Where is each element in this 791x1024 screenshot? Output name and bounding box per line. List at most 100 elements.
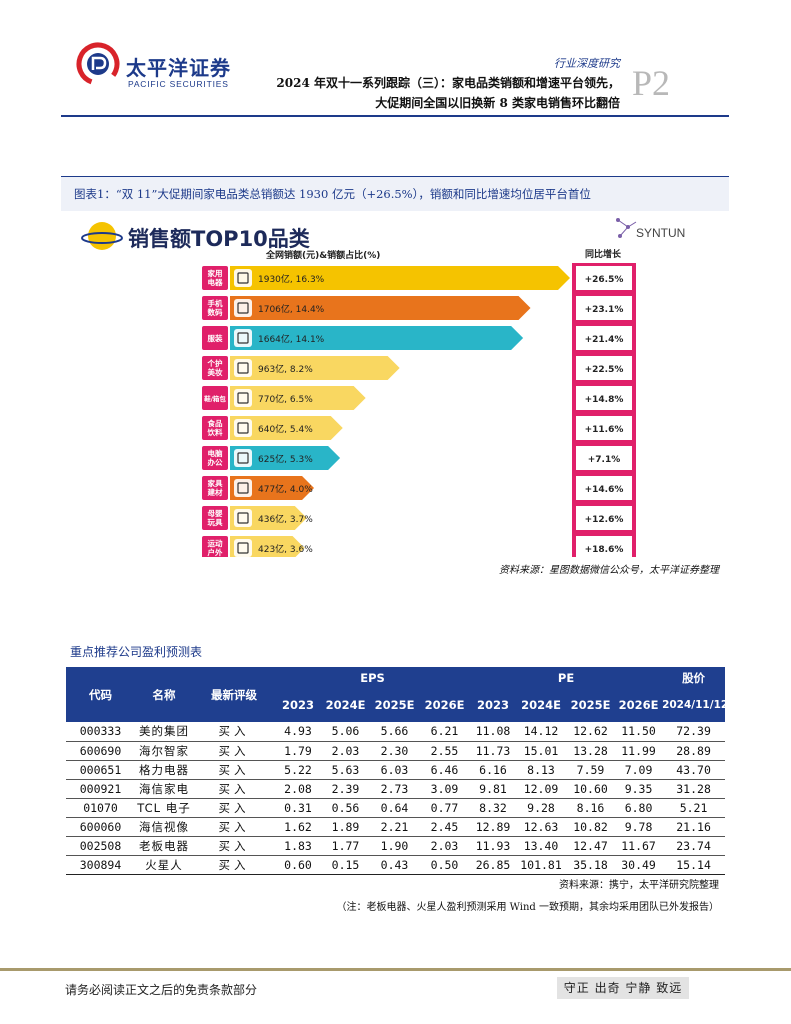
cell-eps: 2.03	[419, 836, 471, 856]
cell-name: 老板电器	[135, 836, 193, 856]
growth-cell	[576, 476, 632, 500]
cell-eps: 2.45	[419, 817, 471, 837]
table-row: 002508 老板电器 买入 1.83 1.77 1.90 2.03 11.93 13.40 12…	[66, 836, 726, 856]
category-label-box	[202, 266, 228, 290]
category-label-box	[202, 416, 228, 440]
growth-value: +23.1%	[585, 305, 624, 315]
cell-eps: 1.90	[370, 836, 419, 856]
category-label: 母婴	[208, 508, 223, 518]
category-label: 户外	[208, 547, 223, 557]
bar-value-label: 1664亿, 14.1%	[258, 333, 325, 345]
cell-eps: 6.03	[370, 760, 419, 780]
table-row: 600060 海信视像 买入 1.62 1.89 2.21 2.45 12.89 12.63 10…	[66, 817, 726, 837]
growth-value: +12.6%	[585, 515, 624, 525]
cell-rating: 买入	[193, 817, 275, 837]
header-pe-year: 2023	[470, 688, 517, 722]
cell-eps: 0.15	[321, 855, 370, 875]
cell-name: 美的集团	[135, 722, 193, 742]
cell-pe: 6.16	[470, 760, 517, 780]
table-row: 000921 海信家电 买入 2.08 2.39 2.73 3.09 9.81 12.09 10.…	[66, 779, 726, 799]
report-title-line-1: 2024 年双十一系列跟踪（三）：家电品类销额和增速平台领先，	[276, 76, 620, 90]
bar	[230, 386, 366, 410]
category-label-box	[202, 326, 228, 350]
header-code: 代码	[66, 667, 135, 722]
cell-name: 海尔智家	[135, 741, 193, 761]
bar	[230, 326, 524, 350]
cell-rating: 买入	[193, 836, 275, 856]
cell-pe: 12.63	[516, 817, 567, 837]
cell-code: 01070	[66, 798, 135, 818]
category-label: 运动	[208, 538, 223, 548]
bar-value-label: 1706亿, 14.4%	[258, 303, 325, 315]
cell-name: 格力电器	[135, 760, 193, 780]
cell-pe: 11.93	[470, 836, 517, 856]
cell-code: 300894	[66, 855, 135, 875]
growth-value: +22.5%	[585, 365, 624, 375]
cell-pe: 11.08	[470, 722, 517, 742]
cell-pe: 12.09	[516, 779, 567, 799]
logo-text-en: PACIFIC SECURITIES	[128, 79, 229, 89]
table-note: （注：老板电器、火星人盈利预测采用 Wind 一致预期，其余均采用团队已外发报告…	[336, 902, 720, 913]
cell-pe: 26.85	[470, 855, 517, 875]
growth-value: +26.5%	[585, 275, 624, 285]
cell-price: 23.74	[662, 836, 726, 856]
category-label-box	[202, 506, 228, 530]
category-label: 服装	[208, 333, 223, 343]
earnings-forecast-table: 代码 名称 最新评级 EPS PE 股价 2023 2024E 2025E 2026E…	[66, 667, 728, 875]
cell-pe: 13.40	[516, 836, 567, 856]
category-label-box	[202, 356, 228, 380]
bar-value-label: 963亿, 8.2%	[258, 363, 313, 375]
category-label: 办公	[208, 457, 223, 467]
category-label: 电脑	[208, 448, 223, 458]
cell-pe: 8.16	[566, 798, 616, 818]
bar	[230, 266, 570, 290]
report-type: 行业深度研究	[554, 57, 620, 70]
header-pe-year: 2026E	[615, 688, 663, 722]
page-number: P2	[632, 63, 671, 103]
category-label-box	[202, 386, 228, 410]
bar	[230, 446, 341, 470]
bar-value-label: 640亿, 5.4%	[258, 423, 313, 435]
cell-pe: 10.60	[566, 779, 616, 799]
cell-pe: 9.81	[470, 779, 517, 799]
cell-pe: 8.13	[516, 760, 567, 780]
baby-bottle-icon	[234, 509, 252, 527]
logo-text-cn: 太平洋证券	[126, 56, 231, 80]
cell-price: 43.70	[662, 760, 726, 780]
cell-price: 72.39	[662, 722, 726, 742]
cell-pe: 13.28	[566, 741, 616, 761]
growth-cell	[576, 386, 632, 410]
appliance-icon	[234, 269, 252, 287]
header-rating: 最新评级	[193, 667, 275, 722]
cell-pe: 10.82	[566, 817, 616, 837]
table-row: 01070 TCL 电子 买入 0.31 0.56 0.64 0.77 8.32 9.28 8.1…	[66, 798, 726, 818]
cell-price: 5.21	[662, 798, 726, 818]
figure-caption: 图表1：“双 11”大促期间家电品类总销额达 1930 亿元（+26.5%），销…	[74, 187, 591, 201]
growth-value: +18.6%	[585, 545, 624, 555]
bar-value-label: 625亿, 5.3%	[258, 453, 313, 465]
monitor-icon	[234, 449, 252, 467]
header-eps-year: 2026E	[419, 688, 471, 722]
cell-pe: 9.28	[516, 798, 567, 818]
category-label-box	[202, 446, 228, 470]
chart-subtitle: 全网销额(元)&销额占比(%)	[265, 249, 380, 261]
table-source: 资料来源：携宁，太平洋研究院整理	[559, 880, 719, 891]
cell-code: 000921	[66, 779, 135, 799]
cell-code: 000651	[66, 760, 135, 780]
cell-pe: 11.73	[470, 741, 517, 761]
cell-eps: 5.06	[321, 722, 370, 742]
header-eps-year: 2023	[275, 688, 321, 722]
cell-eps: 3.09	[419, 779, 471, 799]
growth-value: +7.1%	[588, 455, 621, 465]
cell-rating: 买入	[193, 760, 275, 780]
category-label: 饮料	[207, 427, 223, 437]
category-label: 美妆	[208, 367, 223, 377]
growth-header: 同比增长	[585, 248, 622, 260]
bar-value-label: 770亿, 6.5%	[258, 393, 313, 405]
cell-rating: 买入	[193, 798, 275, 818]
header-eps: EPS	[275, 667, 471, 688]
growth-cell	[576, 356, 632, 380]
table-row: 600690 海尔智家 买入 1.79 2.03 2.30 2.55 11.73 15.01 13…	[66, 741, 726, 761]
chart-brand: SYNTUN	[636, 226, 685, 240]
